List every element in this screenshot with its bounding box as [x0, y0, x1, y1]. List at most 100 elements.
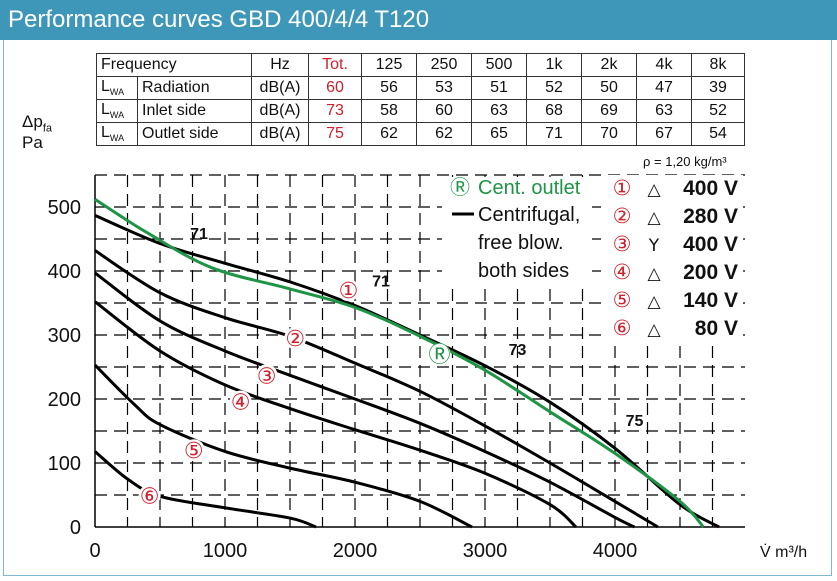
row-tot: 60	[308, 76, 362, 100]
curve-marker-label: ②	[285, 327, 305, 352]
y-tick-label: 0	[70, 517, 81, 539]
header-1k: 1k	[526, 53, 582, 77]
y-tick-label: 500	[48, 197, 81, 219]
row-tot: 75	[308, 122, 362, 146]
speed-symbol: ⑤	[613, 288, 632, 312]
curve-marker-bg	[182, 439, 205, 462]
curve-marker-label: ④	[231, 391, 251, 416]
table-cell: 47	[636, 76, 692, 100]
table-cell: 54	[691, 122, 745, 146]
connection-symbol: △	[647, 320, 661, 340]
speed-symbol: ④	[613, 260, 632, 284]
x-tick-label: 0	[89, 540, 100, 562]
speed-voltage: 400 V	[683, 233, 738, 256]
connection-symbol: △	[647, 292, 661, 312]
header-4k: 4k	[636, 53, 692, 77]
content-frame	[3, 40, 832, 576]
table-cell: 70	[581, 122, 637, 146]
speed-voltage: 80 V	[695, 317, 738, 340]
x-axis-label: V̇ m³/h	[760, 543, 807, 561]
y-tick-label: 100	[48, 453, 81, 475]
legend-green-symbol: Ⓡ	[450, 175, 470, 199]
legend-black-label: both sides	[478, 260, 569, 282]
header-250: 250	[416, 53, 472, 77]
y-axis-unit: Pa	[22, 133, 43, 152]
curve-marker-bg	[284, 327, 307, 350]
title-bar: Performance curves GBD 400/4/4 T120	[0, 0, 837, 40]
curve-marker-label: ⑤	[184, 439, 204, 464]
table-cell: 69	[581, 99, 637, 123]
x-tick-label: 2000	[333, 540, 378, 562]
x-tick-label: 1000	[203, 540, 248, 562]
speed-voltage: 280 V	[683, 205, 738, 228]
connection-symbol: △	[647, 208, 661, 228]
table-cell: 68	[526, 99, 582, 123]
curve-marker-label: ⑥	[140, 485, 160, 510]
curve-marker-bg	[229, 390, 252, 413]
lwa-cell: LWA	[96, 76, 138, 100]
table-cell: 56	[361, 76, 417, 100]
density-note: ρ = 1,20 kg/m³	[643, 154, 727, 169]
sound-level-annotation: 71	[190, 226, 208, 243]
speed-voltage: 140 V	[683, 289, 738, 312]
speed-symbol: ②	[613, 204, 632, 228]
noise-table: Frequency Hz Tot. 125 250 500 1k 2k 4k 8…	[96, 53, 745, 146]
legend-black-label: free blow.	[478, 232, 564, 254]
header-frequency: Frequency	[96, 53, 252, 77]
table-cell: 58	[361, 99, 417, 123]
y-tick-label: 200	[48, 389, 81, 411]
speed-voltage: 400 V	[683, 177, 738, 200]
curve-④	[94, 300, 578, 529]
table-cell: 71	[526, 122, 582, 146]
curve-Ⓡ	[94, 198, 705, 529]
row-unit: dB(A)	[251, 76, 309, 100]
connection-symbol: △	[647, 264, 661, 284]
table-cell: 53	[416, 76, 472, 100]
curve-marker-label: ①	[339, 279, 359, 304]
sound-level-annotation: 75	[626, 413, 644, 430]
y-tick-label: 400	[48, 261, 81, 283]
page-title: Performance curves GBD 400/4/4 T120	[8, 6, 430, 33]
x-tick-label: 3000	[463, 540, 508, 562]
curve-②	[94, 249, 659, 529]
speed-legend-background	[605, 175, 743, 341]
curve-marker-bg	[138, 484, 161, 507]
table-cell: 52	[691, 99, 745, 123]
table-row: LWA Radiation dB(A) 60 56 53 51 52 50 47…	[96, 76, 745, 100]
row-name: Radiation	[137, 76, 252, 100]
connection-symbol: △	[647, 180, 661, 200]
row-unit: dB(A)	[251, 122, 309, 146]
row-name: Outlet side	[137, 122, 252, 146]
curve-marker-bg	[428, 343, 451, 366]
table-cell: 63	[471, 99, 527, 123]
connection-symbol: Y	[648, 236, 660, 256]
curve-marker-label: ③	[257, 364, 277, 389]
legend-black-label: Centrifugal,	[478, 204, 580, 226]
table-row: LWA Outlet side dB(A) 75 62 62 65 71 70 …	[96, 122, 745, 146]
curve-marker-bg	[337, 279, 360, 302]
table-cell: 67	[636, 122, 692, 146]
curve-marker-label: Ⓡ	[428, 343, 450, 368]
curve-③	[94, 271, 636, 529]
x-tick-label: 4000	[593, 540, 638, 562]
curve-⑥	[94, 450, 317, 529]
curve-marker-bg	[255, 364, 278, 387]
sound-level-annotation: 71	[372, 274, 390, 291]
curve-⑤	[93, 364, 473, 529]
sound-level-annotation: 73	[509, 342, 527, 359]
y-axis-label: Δpfa	[22, 112, 52, 135]
speed-symbol: ①	[613, 176, 632, 200]
header-tot: Tot.	[308, 53, 362, 77]
speed-voltage: 200 V	[683, 261, 738, 284]
y-tick-label: 300	[48, 325, 81, 347]
table-cell: 62	[416, 122, 472, 146]
header-125: 125	[361, 53, 417, 77]
row-tot: 73	[308, 99, 362, 123]
speed-symbol: ⑥	[613, 316, 632, 340]
legend-green-label: Cent. outlet	[478, 177, 581, 199]
table-cell: 50	[581, 76, 637, 100]
speed-symbol: ③	[613, 232, 632, 256]
legend-box-background	[442, 177, 592, 287]
